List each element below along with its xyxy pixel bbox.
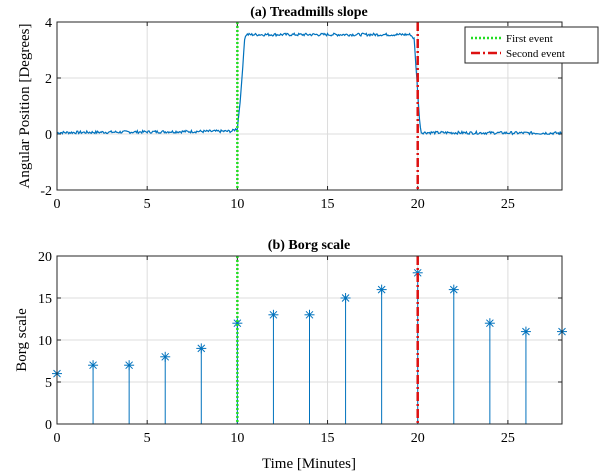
stem-marker-stroke [341,294,350,302]
stem-marker [340,293,351,303]
legend-label: First event [506,33,553,45]
plot-marks-a [57,32,562,136]
x-tick-label: 25 [501,197,515,212]
x-tick-label: 5 [144,431,151,446]
x-tick-label: 0 [54,431,61,446]
stem-marker [304,309,315,320]
y-tick-label: 0 [45,418,52,433]
legend-label: Second event [506,48,565,60]
axis-frame-b [56,255,563,425]
stem-marker [484,318,495,329]
legend-box [464,26,599,64]
panel-borg-scale: (b) Borg scale Borg scale Time [Minutes]… [14,238,567,472]
stem-marker [448,284,459,295]
stem-marker [160,351,171,362]
stem-marker [196,343,207,354]
stem-marker [520,326,531,337]
chart-title-b: (b) Borg scale [268,238,350,253]
stem-marker-stroke [269,310,278,319]
stem-marker-stroke [449,285,458,294]
x-tick-label: 5 [144,197,151,212]
stem-marker [232,318,243,329]
x-tick-label: 10 [230,431,244,446]
x-axis-label: Time [Minutes] [262,456,356,472]
stem-marker-stroke [377,285,386,294]
legend: First event Second event [464,26,599,64]
y-tick-label: 4 [45,16,52,31]
x-tick-label: 0 [54,197,61,212]
stem-marker-stroke [305,310,314,319]
y-tick-label: 10 [38,334,52,349]
y-axis-label-b: Borg scale [14,308,30,372]
y-tick-label: 5 [45,376,52,391]
y-tick-label: -2 [40,184,52,199]
x-tick-label: 10 [230,197,244,212]
stem-marker-stroke [161,352,170,361]
stem-marker [124,360,135,371]
y-tick-label: 2 [45,72,52,87]
axis-frame-a [56,21,563,191]
stem-marker-stroke [233,319,242,328]
x-tick-label: 20 [411,431,425,446]
chart-title-a: (a) Treadmills slope [250,5,367,20]
series-line-angular-position [57,32,562,136]
stem-marker-stroke [125,361,133,370]
y-axis-label-a: Angular Position [Degrees] [17,24,33,189]
x-tick-label: 25 [501,431,515,446]
stem-marker-stroke [522,327,530,336]
stem-marker-stroke [197,344,206,353]
stem-marker [268,309,279,320]
stem-marker-stroke [413,268,422,277]
y-tick-label: 20 [38,250,52,265]
stem-marker-stroke [486,319,494,328]
y-tick-label: 0 [45,128,52,143]
y-tick-label: 15 [38,292,52,307]
x-tick-label: 15 [321,197,335,212]
stem-marker [88,360,99,371]
x-tick-label: 15 [321,431,335,446]
x-tick-label: 20 [411,197,425,212]
stem-marker-stroke [89,361,97,370]
stem-marker [376,284,387,295]
panel-treadmill-slope: (a) Treadmills slope Angular Position [D… [17,5,599,212]
